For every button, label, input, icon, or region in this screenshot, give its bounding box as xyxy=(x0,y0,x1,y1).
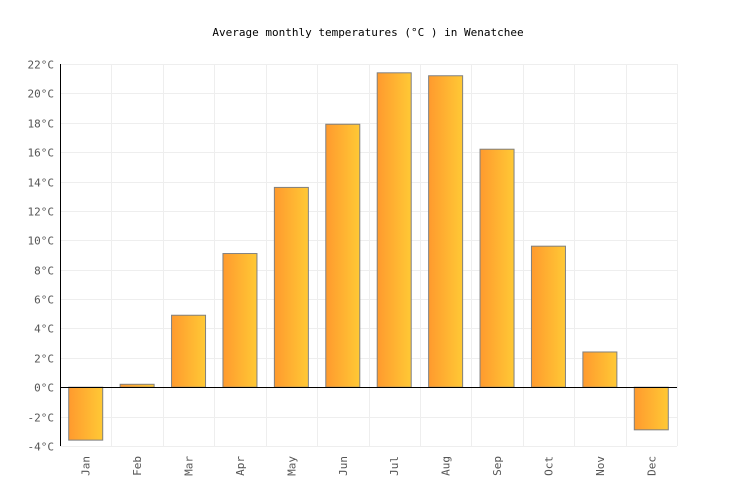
x-tick-label: Apr xyxy=(234,456,247,476)
y-tick-label: 6°C xyxy=(34,294,54,307)
y-tick-label: 0°C xyxy=(34,382,54,395)
chart-title: Average monthly temperatures (°C ) in We… xyxy=(212,26,523,39)
y-tick-label: 22°C xyxy=(28,59,55,72)
x-tick-label: May xyxy=(285,456,298,476)
y-tick-label: -4°C xyxy=(28,441,55,454)
grid xyxy=(60,64,678,447)
y-tick-label: 20°C xyxy=(28,88,55,101)
bar-aug xyxy=(428,75,464,388)
bar-dec xyxy=(633,386,669,431)
bar-may xyxy=(273,186,309,388)
x-tick-label: Oct xyxy=(542,456,555,476)
y-tick-label: 18°C xyxy=(28,118,55,131)
bar-feb xyxy=(119,383,155,388)
x-tick-labels: Jan Feb Mar Apr May Jun Jul Aug Sep Oct Nov Dec xyxy=(80,456,659,476)
y-tick-label: 10°C xyxy=(28,235,55,248)
bar-apr xyxy=(222,253,258,388)
y-tick-label: -2°C xyxy=(28,412,55,425)
x-tick-label: Jun xyxy=(337,456,350,476)
x-tick-label: Dec xyxy=(645,456,658,476)
x-tick-label: Nov xyxy=(594,456,607,476)
bar-jul xyxy=(376,72,412,388)
bar-sep xyxy=(479,148,515,388)
x-tick-label: Feb xyxy=(131,456,144,476)
bar-oct xyxy=(530,245,566,388)
y-tick-label: 2°C xyxy=(34,353,54,366)
y-tick-labels: -4°C -2°C 0°C 2°C 4°C 6°C 8°C 10°C 12°C 14°C 16°C 1… xyxy=(28,59,55,454)
x-tick-label: Jul xyxy=(388,456,401,476)
x-tick-label: Aug xyxy=(440,456,453,476)
y-tick-label: 16°C xyxy=(28,147,55,160)
y-tick-label: 14°C xyxy=(28,177,55,190)
bar-nov xyxy=(582,351,618,388)
x-tick-label: Jan xyxy=(80,456,93,476)
x-tick-label: Sep xyxy=(491,456,504,476)
y-tick-label: 4°C xyxy=(34,323,54,336)
bar-jan xyxy=(68,386,104,441)
x-tick-label: Mar xyxy=(183,456,196,476)
axes xyxy=(60,64,677,446)
y-tick-label: 8°C xyxy=(34,265,54,278)
y-tick-label: 12°C xyxy=(28,206,55,219)
bars xyxy=(68,72,669,441)
bar-mar xyxy=(171,314,207,388)
bar-jun xyxy=(325,123,361,388)
